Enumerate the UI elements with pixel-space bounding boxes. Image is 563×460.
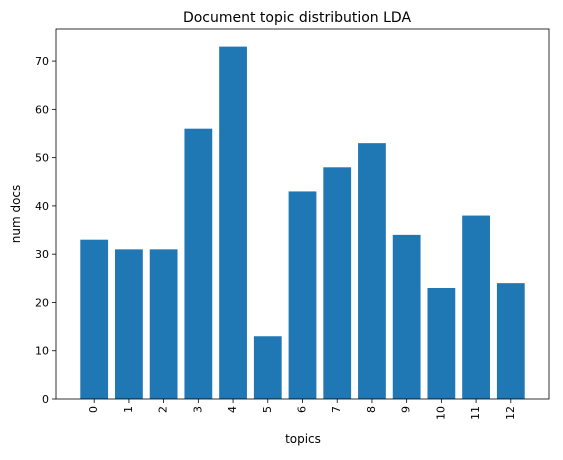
x-axis-label: topics — [285, 432, 321, 446]
y-tick-label: 20 — [35, 296, 49, 309]
y-tick-label: 40 — [35, 200, 49, 213]
x-tick-label: 8 — [365, 406, 378, 413]
y-tick-label: 50 — [35, 152, 49, 165]
chart-title: Document topic distribution LDA — [183, 10, 412, 26]
x-tick-label: 10 — [434, 406, 447, 420]
x-tick-label: 11 — [469, 406, 482, 420]
bar-topic-2 — [149, 249, 178, 399]
x-tick-label: 7 — [330, 406, 343, 413]
x-tick-label: 0 — [87, 406, 100, 413]
bar-topic-1 — [115, 249, 143, 399]
y-tick-label: 0 — [42, 393, 49, 406]
bar-topic-7 — [323, 167, 352, 399]
bar-topic-4 — [219, 46, 247, 399]
x-axis-ticks: 0 1 2 3 4 5 6 7 8 9 10 11 12 — [87, 399, 517, 420]
y-tick-label: 30 — [35, 248, 49, 261]
x-tick-label: 9 — [400, 406, 413, 413]
bar-topic-5 — [253, 336, 282, 399]
bar-topic-0 — [80, 239, 109, 399]
bar-topic-11 — [462, 215, 490, 399]
x-tick-label: 5 — [261, 406, 274, 413]
y-tick-label: 70 — [35, 55, 49, 68]
bar-topic-10 — [427, 287, 456, 399]
y-tick-label: 60 — [35, 103, 49, 116]
x-tick-label: 12 — [504, 406, 517, 420]
x-tick-label: 4 — [226, 406, 239, 413]
x-tick-label: 3 — [191, 406, 204, 413]
x-tick-label: 1 — [122, 406, 135, 413]
bar-topic-12 — [496, 283, 525, 399]
bar-topic-9 — [392, 234, 421, 399]
plot-frame — [55, 28, 550, 400]
y-axis-ticks: 0 10 20 30 40 50 60 70 — [35, 55, 56, 406]
y-tick-label: 10 — [35, 345, 49, 358]
bars-group — [80, 46, 525, 399]
x-tick-label: 2 — [157, 406, 170, 413]
y-axis-label: num docs — [9, 185, 23, 244]
bar-topic-6 — [288, 191, 317, 399]
bar-topic-3 — [184, 128, 213, 399]
bar-topic-8 — [358, 143, 386, 399]
x-tick-label: 6 — [296, 406, 309, 413]
